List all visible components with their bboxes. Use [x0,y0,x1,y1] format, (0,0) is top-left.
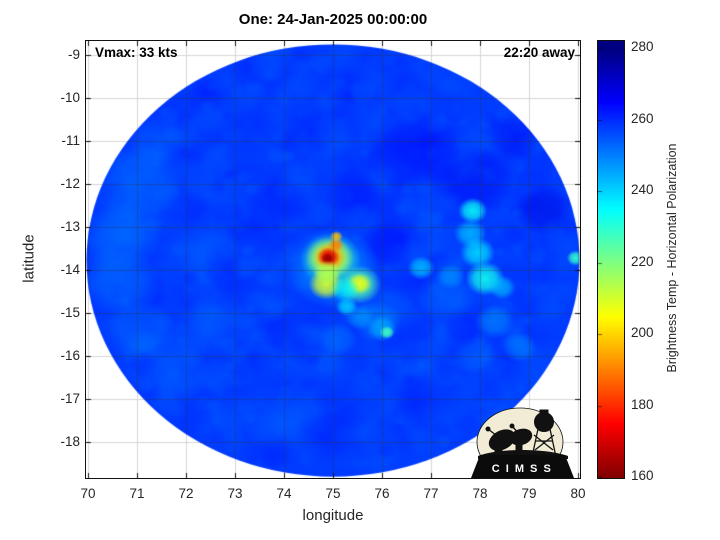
cimss-logo: C I M S S [471,407,574,478]
y-tick-label: -17 [60,390,80,406]
x-tick-label: 80 [570,486,586,501]
colorbar-tick-label: 240 [631,182,654,198]
x-tick-label: 74 [276,486,292,501]
vmax-annotation: Vmax: 33 kts [95,45,178,60]
water-tower-icon [531,409,557,458]
x-tick-label: 70 [80,486,96,501]
colorbar-tick-label: 180 [631,396,654,412]
y-tick-label: -15 [60,304,80,320]
colorbar-tick-label: 280 [631,39,654,55]
colorbar-tick-label: 260 [631,110,654,126]
colorbar-gradient [598,41,624,478]
eta-annotation: 22:20 away [503,45,575,60]
x-tick-label: 77 [423,486,439,501]
x-axis-label: longitude [302,507,364,524]
x-tick-label: 79 [521,486,537,501]
x-tick-label: 71 [129,486,145,501]
y-tick-label: -16 [60,347,80,363]
x-tick-label: 72 [178,486,194,501]
logo-banner [471,455,574,478]
x-tick-label: 73 [227,486,243,501]
colorbar-tick-label: 160 [631,468,654,483]
y-tick-label: -12 [60,176,80,192]
plot-area: Vmax: 33 kts 22:20 away C I M S S [85,40,581,479]
colorbar-tick-label: 200 [631,325,654,341]
y-tick-label: -18 [60,433,80,449]
y-tick-label: -9 [67,47,80,63]
chart-title: One: 24-Jan-2025 00:00:00 [238,11,428,28]
colorbar-label: Brightness Temp - Horizontal Polarizatio… [665,143,679,373]
brightness-temp-map [86,41,580,478]
x-tick-label: 78 [472,486,488,501]
x-tick-label: 75 [325,486,341,501]
y-axis-label: latitude [20,234,38,283]
y-tick-label: -10 [60,90,80,106]
x-tick-label: 76 [374,486,390,501]
cimss-logo-text: C I M S S [492,463,553,475]
colorbar-tick-label: 220 [631,253,654,269]
y-tick-label: -14 [60,262,80,278]
colorbar [597,40,625,479]
y-tick-label: -13 [60,219,80,235]
y-tick-label: -11 [61,133,80,149]
